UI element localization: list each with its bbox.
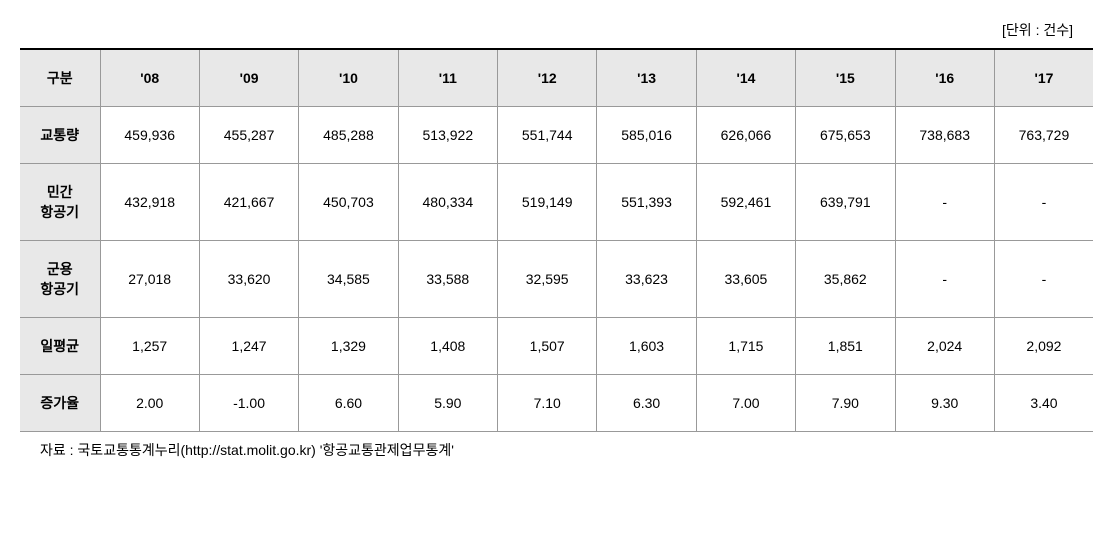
table-row: 일평균1,2571,2471,3291,4081,5071,6031,7151,… xyxy=(20,318,1093,375)
table-cell: - xyxy=(994,241,1093,318)
table-cell: 27,018 xyxy=(100,241,199,318)
table-cell: 33,588 xyxy=(398,241,497,318)
col-header-08: '08 xyxy=(100,49,199,107)
table-cell: - xyxy=(895,241,994,318)
table-cell: 5.90 xyxy=(398,375,497,432)
table-row: 교통량459,936455,287485,288513,922551,74458… xyxy=(20,107,1093,164)
table-cell: 35,862 xyxy=(796,241,895,318)
col-header-12: '12 xyxy=(498,49,597,107)
col-header-10: '10 xyxy=(299,49,398,107)
table-cell: 485,288 xyxy=(299,107,398,164)
table-cell: 519,149 xyxy=(498,164,597,241)
table-cell: 450,703 xyxy=(299,164,398,241)
table-cell: 585,016 xyxy=(597,107,696,164)
col-header-15: '15 xyxy=(796,49,895,107)
table-cell: 551,744 xyxy=(498,107,597,164)
table-cell: 551,393 xyxy=(597,164,696,241)
table-cell: 34,585 xyxy=(299,241,398,318)
table-cell: 675,653 xyxy=(796,107,895,164)
table-header-row: 구분 '08 '09 '10 '11 '12 '13 '14 '15 '16 '… xyxy=(20,49,1093,107)
table-cell: 1,507 xyxy=(498,318,597,375)
table-cell: -1.00 xyxy=(199,375,298,432)
table-cell: 459,936 xyxy=(100,107,199,164)
table-cell: 763,729 xyxy=(994,107,1093,164)
col-header-09: '09 xyxy=(199,49,298,107)
table-cell: 1,851 xyxy=(796,318,895,375)
table-body: 교통량459,936455,287485,288513,922551,74458… xyxy=(20,107,1093,432)
table-cell: 32,595 xyxy=(498,241,597,318)
row-header: 일평균 xyxy=(20,318,100,375)
col-header-16: '16 xyxy=(895,49,994,107)
col-header-13: '13 xyxy=(597,49,696,107)
row-header: 민간 항공기 xyxy=(20,164,100,241)
row-header: 교통량 xyxy=(20,107,100,164)
table-cell: 7.10 xyxy=(498,375,597,432)
table-cell: 2,092 xyxy=(994,318,1093,375)
table-cell: 626,066 xyxy=(696,107,795,164)
table-cell: - xyxy=(895,164,994,241)
col-header-14: '14 xyxy=(696,49,795,107)
table-cell: 2,024 xyxy=(895,318,994,375)
data-table: 구분 '08 '09 '10 '11 '12 '13 '14 '15 '16 '… xyxy=(20,48,1093,432)
table-cell: 33,623 xyxy=(597,241,696,318)
table-cell: 1,247 xyxy=(199,318,298,375)
table-cell: 9.30 xyxy=(895,375,994,432)
table-cell: 639,791 xyxy=(796,164,895,241)
col-header-category: 구분 xyxy=(20,49,100,107)
table-cell: 592,461 xyxy=(696,164,795,241)
table-cell: 738,683 xyxy=(895,107,994,164)
table-cell: 3.40 xyxy=(994,375,1093,432)
table-cell: 1,408 xyxy=(398,318,497,375)
table-cell: 421,667 xyxy=(199,164,298,241)
table-cell: 1,257 xyxy=(100,318,199,375)
table-cell: 455,287 xyxy=(199,107,298,164)
table-cell: 33,620 xyxy=(199,241,298,318)
table-cell: 7.00 xyxy=(696,375,795,432)
table-cell: 7.90 xyxy=(796,375,895,432)
col-header-17: '17 xyxy=(994,49,1093,107)
table-cell: 432,918 xyxy=(100,164,199,241)
table-row: 군용 항공기27,01833,62034,58533,58832,59533,6… xyxy=(20,241,1093,318)
table-row: 민간 항공기432,918421,667450,703480,334519,14… xyxy=(20,164,1093,241)
unit-label: [단위 : 건수] xyxy=(20,20,1093,40)
table-cell: 2.00 xyxy=(100,375,199,432)
col-header-11: '11 xyxy=(398,49,497,107)
table-cell: 1,329 xyxy=(299,318,398,375)
table-cell: 1,603 xyxy=(597,318,696,375)
table-cell: 1,715 xyxy=(696,318,795,375)
table-cell: 513,922 xyxy=(398,107,497,164)
table-cell: 6.60 xyxy=(299,375,398,432)
table-cell: 6.30 xyxy=(597,375,696,432)
table-row: 증가율2.00-1.006.605.907.106.307.007.909.30… xyxy=(20,375,1093,432)
source-note: 자료 : 국토교통통계누리(http://stat.molit.go.kr) '… xyxy=(20,440,1093,460)
table-cell: - xyxy=(994,164,1093,241)
table-cell: 480,334 xyxy=(398,164,497,241)
row-header: 군용 항공기 xyxy=(20,241,100,318)
row-header: 증가율 xyxy=(20,375,100,432)
table-cell: 33,605 xyxy=(696,241,795,318)
